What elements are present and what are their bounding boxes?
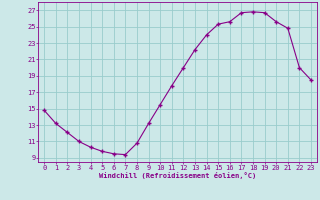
X-axis label: Windchill (Refroidissement éolien,°C): Windchill (Refroidissement éolien,°C): [99, 172, 256, 179]
